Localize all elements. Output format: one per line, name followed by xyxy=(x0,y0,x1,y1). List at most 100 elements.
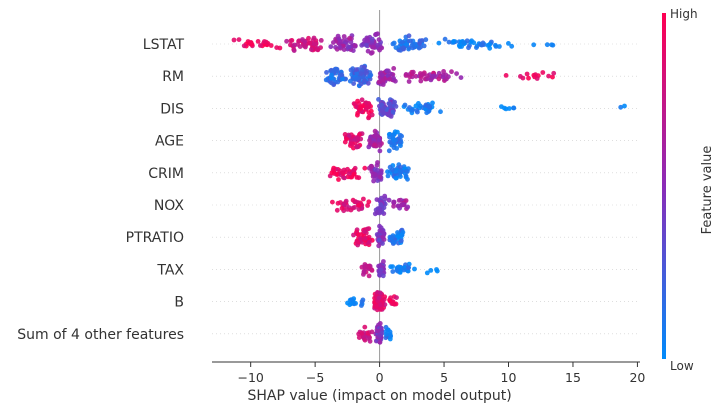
data-point xyxy=(461,40,466,45)
data-point xyxy=(487,42,492,48)
x-tick-label: 20 xyxy=(629,370,645,385)
data-point xyxy=(417,103,423,109)
data-point xyxy=(342,175,347,181)
data-point xyxy=(474,45,479,50)
data-point xyxy=(375,328,381,334)
data-point xyxy=(348,141,354,147)
data-point xyxy=(391,75,396,81)
data-point xyxy=(363,264,368,270)
data-point xyxy=(399,39,405,45)
data-point xyxy=(301,43,307,49)
data-point xyxy=(414,108,420,113)
data-point xyxy=(477,41,483,47)
data-point xyxy=(430,100,435,106)
feature-label: RM xyxy=(162,69,184,85)
data-point xyxy=(337,168,343,174)
data-point xyxy=(436,40,442,46)
data-point xyxy=(440,74,446,80)
colorbar-low-label: Low xyxy=(670,359,694,373)
data-point xyxy=(393,104,399,109)
data-point xyxy=(377,47,382,53)
data-point xyxy=(354,144,360,150)
data-point xyxy=(315,47,321,53)
data-point xyxy=(388,333,393,338)
data-point xyxy=(531,42,537,48)
data-point xyxy=(358,71,364,76)
data-point xyxy=(375,42,380,48)
data-point xyxy=(532,74,537,80)
data-point xyxy=(380,82,386,87)
data-point xyxy=(331,165,337,171)
data-point xyxy=(377,208,383,214)
data-point xyxy=(377,290,383,296)
data-point xyxy=(405,268,411,274)
colorbar-gradient xyxy=(662,13,666,359)
data-point xyxy=(403,198,409,204)
data-point xyxy=(406,33,412,39)
data-point xyxy=(241,43,247,49)
data-point xyxy=(398,238,404,244)
data-point xyxy=(618,104,624,110)
data-point xyxy=(424,270,430,276)
data-point xyxy=(393,45,399,50)
data-point xyxy=(324,70,329,75)
data-point xyxy=(362,236,368,241)
data-point xyxy=(387,336,393,342)
data-point xyxy=(359,97,365,103)
data-point xyxy=(392,129,398,135)
feature-label: DIS xyxy=(160,101,184,117)
data-point xyxy=(355,98,360,104)
data-point xyxy=(377,174,383,180)
data-point xyxy=(506,106,512,111)
data-point xyxy=(366,144,372,150)
data-point xyxy=(518,74,523,79)
data-point xyxy=(406,79,412,84)
data-point xyxy=(292,42,297,48)
data-point xyxy=(346,171,352,177)
data-point xyxy=(337,44,343,50)
data-point xyxy=(387,329,393,335)
data-point xyxy=(544,42,550,48)
data-point xyxy=(441,69,446,74)
data-point xyxy=(417,41,422,46)
data-point xyxy=(323,77,329,83)
data-point xyxy=(361,196,366,202)
colorbar: High Low Feature value xyxy=(662,7,715,373)
data-point xyxy=(377,223,382,229)
data-point xyxy=(302,39,308,44)
data-point xyxy=(354,70,360,76)
data-point xyxy=(372,128,378,134)
data-point xyxy=(391,66,397,71)
data-point xyxy=(349,297,354,302)
data-point xyxy=(380,78,385,83)
x-tick-label: −10 xyxy=(237,370,263,385)
data-point xyxy=(540,70,546,75)
data-point xyxy=(248,40,254,45)
data-point xyxy=(425,73,430,79)
data-point xyxy=(362,78,368,84)
data-point xyxy=(420,72,425,77)
data-point xyxy=(364,39,369,44)
data-point xyxy=(288,38,294,44)
feature-label: AGE xyxy=(155,134,184,150)
data-point xyxy=(390,264,395,269)
feature-label: NOX xyxy=(154,198,185,214)
data-point xyxy=(351,101,357,106)
data-point xyxy=(416,45,422,51)
data-point xyxy=(487,45,493,51)
data-point xyxy=(400,45,406,51)
data-point xyxy=(374,197,380,203)
data-point xyxy=(328,44,334,50)
data-point xyxy=(381,110,386,116)
feature-label: PTRATIO xyxy=(126,230,184,246)
data-point xyxy=(404,42,410,47)
data-point xyxy=(511,105,517,111)
data-point xyxy=(348,67,354,73)
data-point xyxy=(368,72,374,78)
x-tick-label: 5 xyxy=(440,370,448,385)
data-point xyxy=(369,163,374,169)
data-point xyxy=(390,135,396,141)
data-point xyxy=(403,168,409,174)
data-point xyxy=(378,325,384,331)
data-point xyxy=(373,32,378,38)
